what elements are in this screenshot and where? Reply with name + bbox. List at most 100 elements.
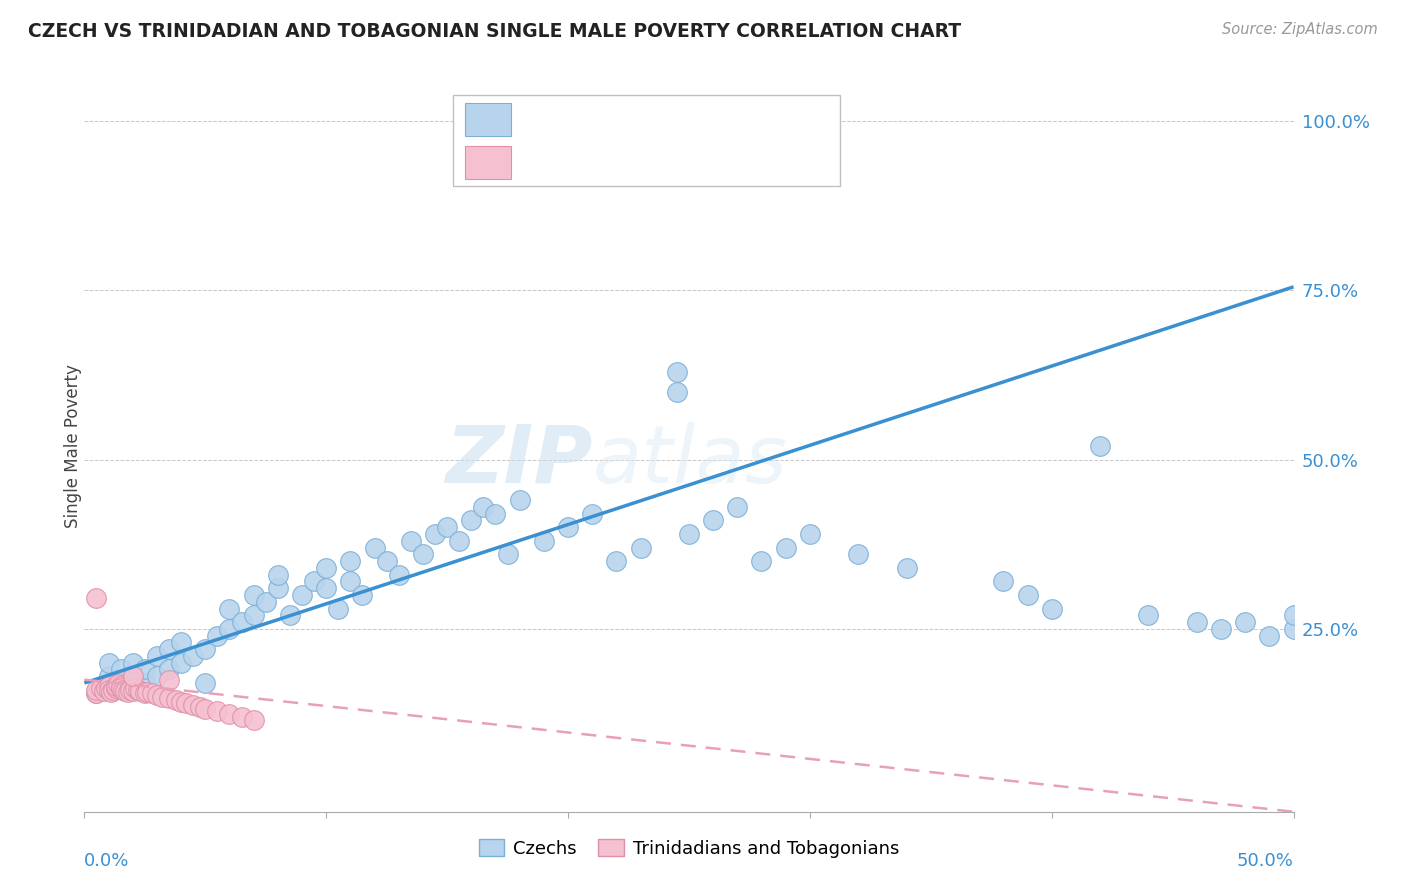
Point (120, 682, 142, 697)
Point (136, 685, 159, 699)
Point (146, 669, 169, 683)
Point (399, 533, 422, 548)
Point (352, 588, 374, 602)
Point (496, 547, 519, 561)
Text: ZIP: ZIP (444, 422, 592, 500)
Point (1137, 608, 1160, 623)
Point (134, 676, 156, 690)
Point (605, 554, 627, 568)
Point (328, 601, 350, 615)
Point (484, 507, 506, 521)
Point (1258, 629, 1281, 643)
Point (165, 693, 187, 707)
Point (146, 648, 169, 663)
Point (775, 541, 797, 555)
Point (190, 699, 212, 714)
Point (665, 364, 688, 378)
Point (267, 567, 290, 582)
Point (207, 629, 229, 643)
Point (533, 533, 555, 548)
Point (1282, 608, 1305, 623)
Point (121, 656, 143, 670)
Point (157, 663, 180, 677)
Point (86, 591, 108, 606)
Point (412, 547, 434, 561)
Point (134, 663, 156, 677)
Point (846, 547, 869, 561)
Point (97, 680, 120, 694)
Text: 0.0%: 0.0% (84, 852, 129, 870)
Point (339, 574, 361, 589)
Point (509, 493, 531, 508)
Point (93, 684, 115, 698)
Point (302, 574, 325, 589)
Point (110, 680, 132, 694)
Point (121, 669, 143, 683)
Point (146, 688, 169, 702)
Point (218, 706, 240, 721)
Point (388, 567, 411, 582)
Point (557, 520, 579, 534)
Point (157, 673, 180, 687)
Point (107, 677, 129, 691)
Point (218, 622, 240, 636)
Point (194, 642, 217, 657)
Point (993, 574, 1015, 589)
Point (174, 697, 197, 711)
Point (375, 554, 398, 568)
Text: CZECH VS TRINIDADIAN AND TOBAGONIAN SINGLE MALE POVERTY CORRELATION CHART: CZECH VS TRINIDADIAN AND TOBAGONIAN SING… (28, 22, 962, 41)
Point (472, 500, 495, 514)
Point (436, 520, 458, 534)
Point (1017, 588, 1039, 602)
Point (231, 710, 253, 724)
Point (86, 686, 108, 700)
Point (291, 588, 314, 602)
Text: Source: ZipAtlas.com: Source: ZipAtlas.com (1222, 22, 1378, 37)
Point (124, 681, 146, 696)
Text: 50.0%: 50.0% (1237, 852, 1294, 870)
Point (254, 595, 277, 609)
Point (112, 682, 135, 697)
Point (231, 615, 253, 629)
Point (97, 682, 120, 697)
Point (86, 686, 108, 700)
Point (1306, 791, 1329, 805)
Point (150, 690, 173, 704)
Point (170, 695, 193, 709)
Point (117, 685, 139, 699)
Point (157, 690, 180, 705)
Point (581, 507, 603, 521)
Point (194, 702, 217, 716)
Point (242, 608, 264, 623)
Point (121, 684, 143, 698)
Point (90, 681, 112, 695)
Point (110, 681, 132, 696)
Point (114, 684, 136, 698)
Point (1088, 439, 1111, 453)
Point (194, 676, 217, 690)
Point (127, 682, 149, 697)
Point (100, 685, 122, 699)
Point (181, 648, 204, 663)
Point (242, 714, 264, 728)
Point (449, 533, 471, 548)
Point (267, 581, 290, 595)
Point (1209, 622, 1232, 636)
Point (141, 686, 163, 700)
Point (751, 554, 773, 568)
Point (665, 384, 688, 399)
Point (103, 683, 125, 698)
Point (460, 514, 482, 528)
Text: atlas: atlas (592, 422, 787, 500)
Point (121, 682, 143, 697)
Point (242, 588, 264, 602)
Point (630, 541, 652, 555)
Point (678, 527, 700, 541)
Point (702, 514, 724, 528)
Point (121, 669, 143, 683)
Y-axis label: Single Male Poverty: Single Male Poverty (65, 364, 82, 528)
Point (339, 554, 361, 568)
Point (1185, 615, 1208, 629)
Point (97, 669, 120, 683)
Point (181, 698, 204, 712)
